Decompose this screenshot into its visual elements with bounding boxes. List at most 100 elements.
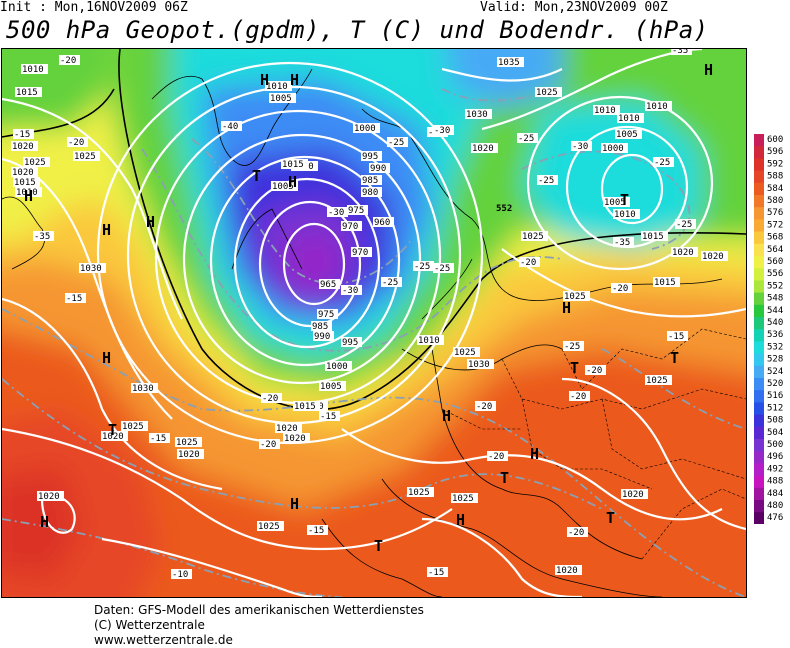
svg-text:-35: -35 <box>34 232 50 242</box>
footer-source: Daten: GFS-Modell des amerikanischen Wet… <box>94 603 424 617</box>
svg-text:-20: -20 <box>612 284 628 294</box>
svg-text:-30: -30 <box>434 126 450 136</box>
svg-text:1005: 1005 <box>604 198 626 208</box>
scale-swatch <box>754 243 764 257</box>
pressure-label: 1025 <box>535 87 562 98</box>
svg-text:1020: 1020 <box>702 252 724 262</box>
pressure-label: 1020 <box>11 141 38 152</box>
pressure-centers: H H H T H T H H T H H T H T H T H H H T T H <box>24 61 713 555</box>
scale-label: 476 <box>767 513 783 523</box>
map-title: 500 hPa Geopot.(gpdm), T (C) und Bodendr… <box>6 16 709 44</box>
svg-text:1020: 1020 <box>38 492 60 502</box>
svg-text:1025: 1025 <box>408 488 430 498</box>
temperature-contours <box>2 88 746 597</box>
svg-text:-20: -20 <box>570 392 586 402</box>
svg-text:1010: 1010 <box>618 114 640 124</box>
svg-text:985: 985 <box>362 176 378 186</box>
scale-swatch <box>754 487 764 501</box>
scale-swatch <box>754 195 764 208</box>
pressure-label: 1010 <box>593 105 620 116</box>
temperature-label: -20 <box>261 393 282 404</box>
svg-text:1010: 1010 <box>594 106 616 116</box>
pressure-label: 1000 <box>601 143 628 154</box>
scale-swatch <box>754 341 764 355</box>
temperature-label: -25 <box>387 137 408 148</box>
scale-label: 592 <box>767 159 783 169</box>
pressure-label: 1005 <box>269 93 296 104</box>
pressure-label: 1010 <box>617 113 644 124</box>
scale-label: 496 <box>767 452 783 462</box>
pressure-label: 1025 <box>23 157 50 168</box>
scale-swatch <box>754 280 764 294</box>
svg-text:-25: -25 <box>382 278 398 288</box>
valid-time: Valid: Mon,23NOV2009 00Z <box>480 0 668 15</box>
svg-text:1015: 1015 <box>654 278 676 288</box>
svg-text:1025: 1025 <box>522 232 544 242</box>
scale-label: 516 <box>767 391 783 401</box>
scale-label: 512 <box>767 403 783 413</box>
scale-label: 480 <box>767 501 783 511</box>
high-pressure-center: H <box>456 511 465 529</box>
high-pressure-center: H <box>704 61 713 79</box>
svg-text:1025: 1025 <box>536 88 558 98</box>
svg-text:-30: -30 <box>328 208 344 218</box>
temperature-label: -20 <box>569 391 590 402</box>
scale-swatch <box>754 207 764 220</box>
init-time: Init : Mon,16NOV2009 06Z <box>0 0 188 15</box>
temperature-label: -20 <box>567 527 588 538</box>
svg-text:-20: -20 <box>488 452 504 462</box>
scale-swatch <box>754 158 764 172</box>
pressure-label: 1025 <box>73 151 100 162</box>
svg-text:1025: 1025 <box>24 158 46 168</box>
scale-label: 564 <box>767 245 783 255</box>
low-pressure-center: T <box>570 359 579 377</box>
svg-text:-20: -20 <box>262 394 278 404</box>
pressure-label: 1015 <box>13 177 40 188</box>
svg-text:1020: 1020 <box>284 434 306 444</box>
pressure-label: 1030 <box>465 109 492 120</box>
svg-text:1025: 1025 <box>564 292 586 302</box>
pressure-label: 1010 <box>645 101 672 112</box>
pressure-label: 1035 <box>497 57 524 68</box>
temperature-label: -25 <box>381 277 402 288</box>
svg-text:1030: 1030 <box>80 264 102 274</box>
temperature-label: -30 <box>433 125 454 136</box>
svg-text:-15: -15 <box>428 568 444 578</box>
pressure-label: 1000 <box>325 361 352 372</box>
svg-text:990: 990 <box>314 332 330 342</box>
pressure-label: 1025 <box>563 291 590 302</box>
high-pressure-center: H <box>24 187 33 205</box>
svg-text:-20: -20 <box>68 138 84 148</box>
svg-text:960: 960 <box>374 218 390 228</box>
svg-text:1020: 1020 <box>102 432 124 442</box>
pressure-label: 1025 <box>121 421 148 432</box>
scale-swatch <box>754 414 764 428</box>
pressure-label: 1020 <box>471 143 498 154</box>
svg-text:1020: 1020 <box>622 490 644 500</box>
svg-text:-25: -25 <box>388 138 404 148</box>
temperature-label: -15 <box>427 567 448 578</box>
scale-label: 536 <box>767 330 783 340</box>
scale-label: 528 <box>767 355 783 365</box>
svg-text:1020: 1020 <box>672 248 694 258</box>
pressure-label: 1020 <box>11 167 38 178</box>
temperature-label: -20 <box>611 283 632 294</box>
scale-swatch <box>754 219 764 233</box>
pressure-label: 970 <box>351 247 372 258</box>
scale-swatch <box>754 146 764 159</box>
svg-text:-10: -10 <box>172 570 188 580</box>
svg-text:970: 970 <box>342 222 358 232</box>
pressure-label: 1020 <box>37 491 64 502</box>
pressure-labels: 1010101510201025101010301020102510151010… <box>11 57 728 576</box>
pressure-label: 1010 <box>613 209 640 220</box>
scale-swatch <box>754 292 764 306</box>
svg-text:1015: 1015 <box>294 402 316 412</box>
pressure-label: 975 <box>317 309 338 320</box>
svg-text:-25: -25 <box>518 134 534 144</box>
low-pressure-center: T <box>374 537 383 555</box>
svg-text:1025: 1025 <box>258 522 280 532</box>
temperature-label: -20 <box>519 257 540 268</box>
pressure-label: 1025 <box>257 521 284 532</box>
scale-swatch <box>754 182 764 196</box>
svg-text:1025: 1025 <box>646 376 668 386</box>
